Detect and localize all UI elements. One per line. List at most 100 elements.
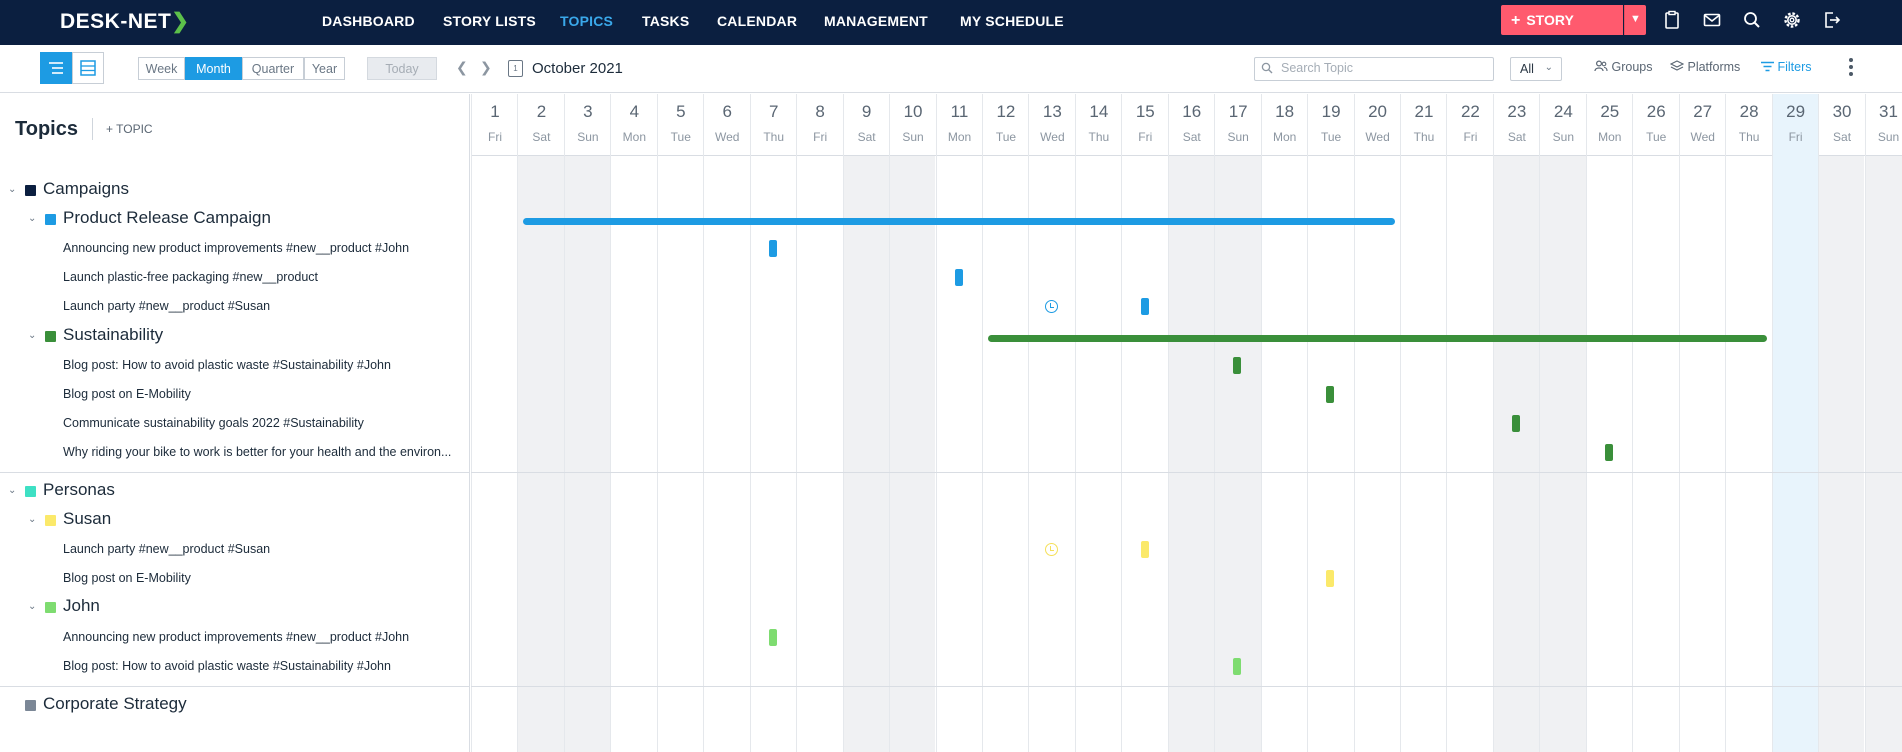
day-column[interactable] <box>1121 94 1167 752</box>
clock-icon[interactable] <box>1045 300 1059 314</box>
story-row[interactable]: Blog post: How to avoid plastic waste #S… <box>0 657 470 681</box>
collapse-chevron-icon[interactable]: ⌄ <box>28 329 37 341</box>
search-icon[interactable] <box>1742 10 1762 30</box>
day-column[interactable] <box>1678 94 1725 752</box>
day-column[interactable] <box>1725 94 1771 752</box>
day-column[interactable] <box>1632 94 1678 752</box>
day-column[interactable] <box>1446 94 1492 752</box>
collapse-chevron-icon[interactable]: ⌄ <box>8 485 17 496</box>
story-marker[interactable] <box>1140 541 1149 559</box>
collapse-chevron-icon[interactable]: ⌄ <box>28 514 37 526</box>
next-month-arrow-icon[interactable]: ❯ <box>480 59 492 75</box>
topic-filter-select[interactable]: All ⌄ <box>1510 57 1562 81</box>
topic-row[interactable]: ⌄ Susan <box>0 509 470 535</box>
filters-button[interactable]: Filters <box>1761 60 1812 74</box>
day-column[interactable] <box>1028 94 1074 752</box>
day-column[interactable] <box>1539 94 1586 752</box>
collapse-chevron-icon[interactable]: ⌄ <box>28 213 37 225</box>
topic-row[interactable]: Corporate Strategy <box>0 694 470 720</box>
new-story-button[interactable]: + STORY <box>1501 5 1623 35</box>
story-row[interactable]: Launch party #new__product #Susan <box>0 540 470 564</box>
day-column[interactable] <box>796 94 842 752</box>
day-column[interactable] <box>842 94 890 752</box>
day-column[interactable] <box>517 94 564 752</box>
platforms-button[interactable]: Platforms <box>1669 60 1740 74</box>
timeline-view-button[interactable] <box>40 52 72 84</box>
nav-tasks[interactable]: TASKS <box>642 13 690 29</box>
month-label[interactable]: October 2021 <box>532 60 623 77</box>
story-row[interactable]: Blog post on E-Mobility <box>0 569 470 593</box>
collapse-chevron-icon[interactable]: ⌄ <box>28 601 37 613</box>
topic-span-bar[interactable] <box>523 218 1395 226</box>
day-column[interactable] <box>935 94 982 752</box>
clipboard-icon[interactable] <box>1662 10 1682 30</box>
nav-my-schedule[interactable]: MY SCHEDULE <box>960 13 1064 29</box>
story-row[interactable]: Launch party #new__product #Susan <box>0 297 470 321</box>
story-marker[interactable] <box>1233 356 1242 374</box>
range-quarter-button[interactable]: Quarter <box>242 57 304 80</box>
story-marker[interactable] <box>1140 298 1149 316</box>
story-marker[interactable] <box>1326 385 1335 403</box>
story-marker[interactable] <box>1326 570 1335 588</box>
day-column[interactable] <box>749 94 796 752</box>
day-column[interactable] <box>1260 94 1307 752</box>
logout-icon[interactable] <box>1822 10 1842 30</box>
day-column[interactable] <box>1214 94 1261 752</box>
day-column[interactable] <box>1307 94 1353 752</box>
pending-ring-icon[interactable] <box>1045 543 1059 557</box>
topic-row[interactable]: ⌄ Campaigns <box>0 179 470 205</box>
range-month-button[interactable]: Month <box>185 57 242 80</box>
day-column[interactable] <box>1585 94 1632 752</box>
collapse-chevron-icon[interactable]: ⌄ <box>8 184 17 195</box>
range-week-button[interactable]: Week <box>138 57 185 80</box>
day-column[interactable] <box>656 94 703 752</box>
story-marker[interactable] <box>954 269 963 287</box>
nav-calendar[interactable]: CALENDAR <box>717 13 798 29</box>
day-column[interactable] <box>563 94 611 752</box>
calendar-icon[interactable]: 1 <box>508 60 523 77</box>
day-column[interactable] <box>889 94 936 752</box>
topic-row[interactable]: ⌄ John <box>0 596 470 622</box>
nav-topics[interactable]: TOPICS <box>560 13 614 29</box>
nav-dashboard[interactable]: DASHBOARD <box>322 13 415 29</box>
day-column[interactable] <box>1400 94 1446 752</box>
topic-row[interactable]: ⌄ Sustainability <box>0 325 470 351</box>
nav-management[interactable]: MANAGEMENT <box>824 13 928 29</box>
story-row[interactable]: Announcing new product improvements #new… <box>0 628 470 652</box>
topic-span-bar[interactable] <box>987 334 1767 342</box>
today-button[interactable]: Today <box>367 57 437 80</box>
story-marker[interactable] <box>768 240 777 258</box>
story-row[interactable]: Communicate sustainability goals 2022 #S… <box>0 414 470 438</box>
day-column[interactable] <box>471 94 517 752</box>
table-view-button[interactable] <box>72 52 104 84</box>
day-column[interactable] <box>610 94 656 752</box>
search-topic-box[interactable] <box>1254 57 1494 81</box>
day-column[interactable] <box>1864 94 1902 752</box>
range-year-button[interactable]: Year <box>304 57 345 80</box>
story-row[interactable]: Why riding your bike to work is better f… <box>0 443 470 467</box>
day-column[interactable] <box>1771 94 1819 752</box>
story-marker[interactable] <box>1605 443 1614 461</box>
groups-button[interactable]: Groups <box>1594 60 1652 74</box>
desk-net-logo[interactable]: DESK-NET❯ <box>60 10 190 33</box>
story-row[interactable]: Announcing new product improvements #new… <box>0 239 470 263</box>
story-row[interactable]: Launch plastic-free packaging #new__prod… <box>0 268 470 292</box>
nav-story-lists[interactable]: STORY LISTS <box>443 13 536 29</box>
gear-icon[interactable] <box>1782 10 1802 30</box>
day-column[interactable] <box>1167 94 1215 752</box>
story-row[interactable]: Blog post on E-Mobility <box>0 385 470 409</box>
story-marker[interactable] <box>1512 414 1521 432</box>
day-column[interactable] <box>703 94 749 752</box>
day-column[interactable] <box>1074 94 1121 752</box>
prev-month-arrow-icon[interactable]: ❮ <box>456 59 468 75</box>
topic-row[interactable]: ⌄ Product Release Campaign <box>0 208 470 234</box>
story-marker[interactable] <box>768 628 777 646</box>
story-row[interactable]: Blog post: How to avoid plastic waste #S… <box>0 356 470 380</box>
story-dropdown-button[interactable]: ▼ <box>1624 5 1646 35</box>
search-topic-input[interactable] <box>1281 61 1481 75</box>
more-options-icon[interactable] <box>1848 58 1854 78</box>
topic-row[interactable]: ⌄ Personas <box>0 480 470 506</box>
day-column[interactable] <box>981 94 1028 752</box>
mail-icon[interactable] <box>1702 10 1722 30</box>
day-column[interactable] <box>1353 94 1400 752</box>
